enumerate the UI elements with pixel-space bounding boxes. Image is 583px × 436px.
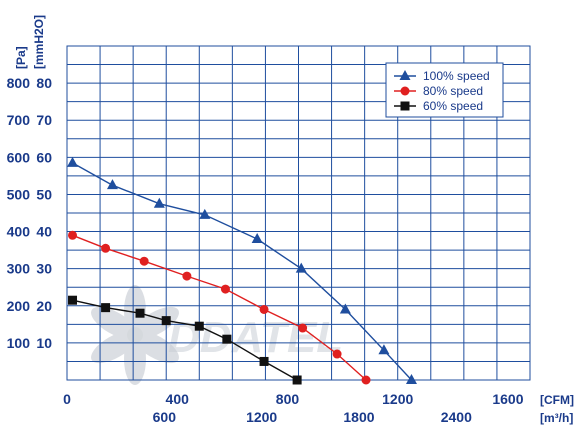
data-point: [378, 344, 390, 355]
x-tick-label-cfm: 1200: [382, 391, 413, 407]
data-point: [292, 375, 302, 385]
data-point: [68, 295, 78, 305]
data-point: [251, 232, 263, 243]
y-tick-label-mmh2o: 20: [36, 298, 52, 314]
legend-marker: [400, 101, 410, 111]
y-tick-label-mmh2o: 30: [36, 261, 52, 277]
x-axis-unit-m3h: [m³/h]: [540, 411, 573, 425]
series-square: [68, 295, 302, 385]
data-point: [295, 262, 307, 273]
data-point: [161, 316, 171, 326]
y-axis-unit-pa: [Pa]: [14, 46, 28, 69]
watermark-fan-hub: [127, 327, 143, 343]
x-tick-label-m3h: 600: [153, 409, 177, 425]
data-point: [153, 197, 165, 208]
x-tick-label-m3h: 2400: [441, 409, 472, 425]
data-point: [67, 156, 79, 167]
series-triangle: [67, 156, 417, 384]
y-tick-label-pa: 400: [7, 224, 31, 240]
x-tick-label-m3h: 1200: [246, 409, 277, 425]
data-point: [332, 349, 342, 359]
x-axis-unit-cfm: [CFM]: [540, 393, 574, 407]
legend-label: 80% speed: [423, 84, 483, 98]
data-point: [106, 179, 118, 190]
y-tick-label-pa: 100: [7, 335, 31, 351]
legend-label: 100% speed: [423, 69, 490, 83]
x-tick-label-cfm: 1600: [492, 391, 523, 407]
y-tick-label-pa: 200: [7, 298, 31, 314]
data-point: [139, 256, 149, 266]
y-tick-label-mmh2o: 70: [36, 112, 52, 128]
x-tick-label-m3h: 1800: [343, 409, 374, 425]
y-tick-label-mmh2o: 50: [36, 186, 52, 202]
legend-marker: [400, 86, 410, 96]
x-tick-label-cfm: 0: [63, 391, 71, 407]
y-tick-label-pa: 300: [7, 261, 31, 277]
watermark-fan-blade: [91, 330, 138, 364]
data-point: [135, 308, 145, 318]
y-tick-label-pa: 700: [7, 112, 31, 128]
data-point: [222, 334, 232, 344]
series-layer: [67, 156, 417, 385]
data-point: [220, 284, 230, 294]
watermark-layer: DDATEL: [91, 285, 343, 385]
watermark-text: DDATEL: [168, 313, 343, 362]
y-tick-label-mmh2o: 40: [36, 224, 52, 240]
watermark-fan-blade: [124, 333, 146, 385]
data-point: [339, 303, 351, 314]
series-circle: [68, 230, 371, 385]
y-tick-label-pa: 600: [7, 149, 31, 165]
data-point: [182, 271, 192, 281]
data-point: [199, 208, 211, 219]
data-point: [194, 321, 204, 331]
y-axis-unit-mmh2o: [mmH2O]: [32, 15, 46, 69]
data-point: [298, 323, 308, 333]
data-point: [259, 356, 269, 366]
y-tick-label-mmh2o: 60: [36, 149, 52, 165]
data-point: [405, 374, 417, 384]
legend-label: 60% speed: [423, 99, 483, 113]
x-tick-label-cfm: 800: [276, 391, 300, 407]
y-tick-label-mmh2o: 80: [36, 75, 52, 91]
y-tick-label-pa: 800: [7, 75, 31, 91]
data-point: [68, 230, 78, 240]
data-point: [101, 243, 111, 253]
series-line: [72, 299, 298, 381]
legend-marker: [399, 70, 411, 80]
x-tick-label-cfm: 400: [166, 391, 190, 407]
data-point: [259, 304, 269, 314]
watermark-fan-blade: [132, 330, 179, 364]
y-tick-label-pa: 500: [7, 186, 31, 202]
y-tick-label-mmh2o: 10: [36, 335, 52, 351]
data-point: [361, 375, 371, 385]
y-axis-units: [Pa] [mmH2O]: [14, 15, 46, 69]
watermark-fan-blade: [132, 306, 179, 340]
data-point: [101, 303, 111, 313]
watermark-fan-blade: [91, 306, 138, 340]
